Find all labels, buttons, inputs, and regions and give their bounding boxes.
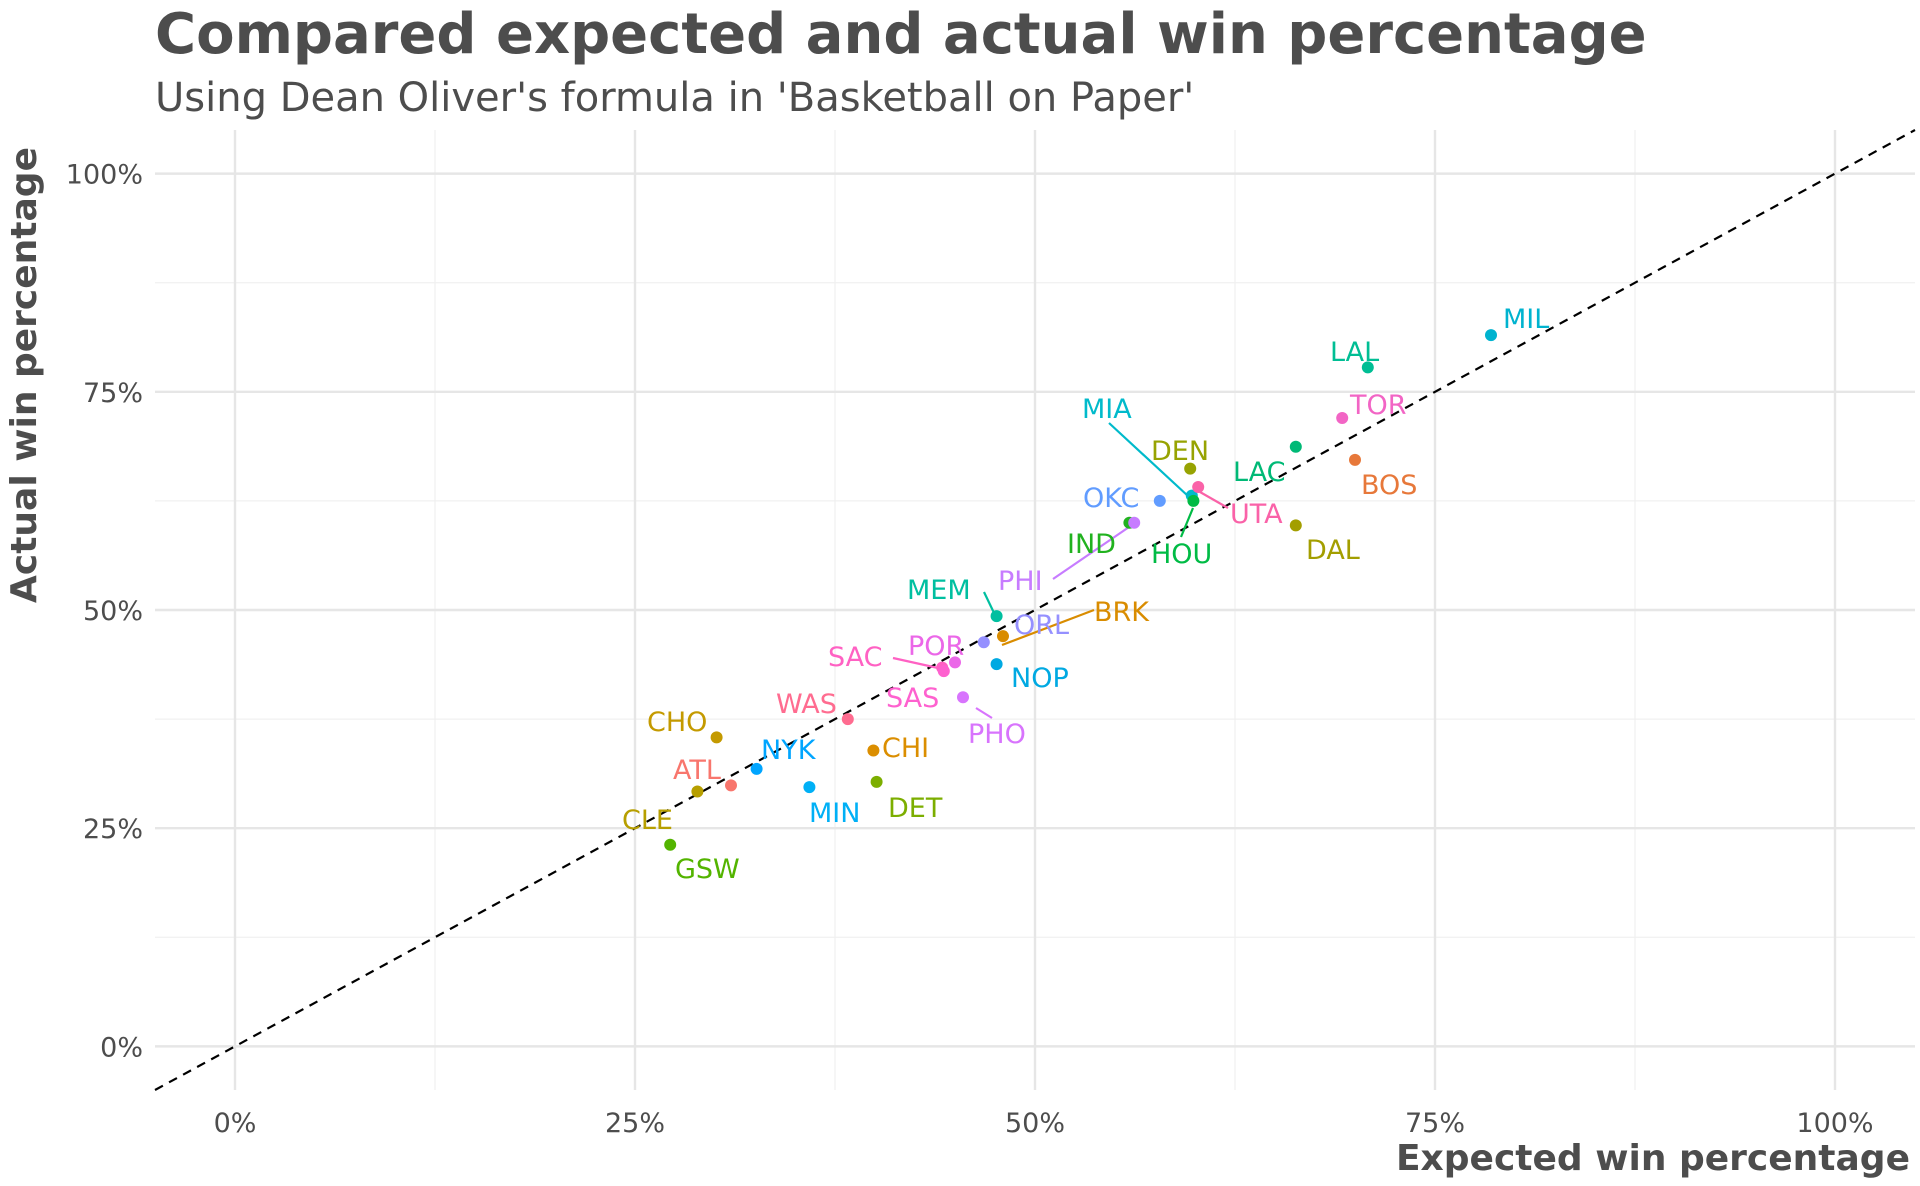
label-uta: UTA [1230,499,1283,530]
point-dal [1289,519,1302,532]
connector-hou [1179,507,1195,538]
x-tick-label: 75% [1405,1108,1465,1139]
y-tick-label: 25% [83,814,143,845]
label-nyk: NYK [761,735,817,766]
connector-pho [975,707,993,719]
label-dal: DAL [1306,535,1360,566]
point-hou [1187,494,1200,507]
label-ind: IND [1067,529,1116,560]
chart-subtitle: Using Dean Oliver's formula in 'Basketba… [155,75,1194,121]
label-orl: ORL [1014,610,1069,641]
connector-mia [1108,422,1189,497]
label-chi: CHI [882,733,929,764]
point-orl [977,636,990,649]
y-tick-label: 50% [83,596,143,627]
connector-phi [1052,524,1133,580]
point-phi [1128,516,1141,529]
data-points [664,329,1497,851]
connector-mem [983,591,996,616]
point-den [1184,462,1197,475]
reference-line [154,129,1916,1091]
point-nyk [750,762,763,775]
point-chi [867,744,880,757]
label-connectors [892,422,1229,719]
point-brk [997,630,1009,643]
point-lac [1289,440,1302,453]
connector-uta [1199,491,1229,509]
label-den: DEN [1151,436,1209,467]
y-tick-label: 0% [100,1032,143,1063]
connector-brk [1001,608,1095,647]
reference-line-group [154,129,1916,1091]
label-bos: BOS [1361,470,1417,501]
point-gsw [664,838,677,851]
point-min [803,781,816,794]
label-det: DET [888,793,943,824]
chart-title: Compared expected and actual win percent… [155,2,1647,67]
y-tick-label: 75% [83,378,143,409]
team-labels: MIL LAL TOR LAC BOS DEN MIA UTA HOU OKC DAL IND PHI M… [622,304,1549,885]
x-axis-title: Expected win percentage [1396,1138,1910,1179]
point-okc [1153,494,1166,507]
label-lac: LAC [1233,457,1286,488]
label-por: POR [908,631,964,662]
y-axis-title: Actual win percentage [4,147,45,603]
point-det [870,775,883,788]
point-cle [691,785,704,798]
grid [155,130,1915,1090]
label-cho: CHO [647,707,707,738]
point-pho [957,691,969,704]
point-por [949,656,961,669]
label-hou: HOU [1151,539,1212,570]
point-nop [990,658,1003,671]
label-phi: PHI [998,566,1043,597]
axis-ticks: 0% 25% 50% 75% 100% 0% 25% 50% 75% 100% [66,160,1874,1139]
label-mia: MIA [1082,394,1132,425]
point-mil [1485,329,1497,342]
label-cle: CLE [622,805,673,836]
point-uta [1192,480,1205,493]
point-bos [1349,453,1361,466]
point-atl [725,779,737,792]
point-mem [990,610,1003,623]
label-mem: MEM [907,575,971,606]
point-was [841,713,854,726]
x-tick-label: 25% [605,1108,665,1139]
point-tor [1336,412,1349,424]
label-tor: TOR [1349,390,1407,421]
label-sas: SAS [886,683,939,714]
label-sac: SAC [828,642,883,673]
label-okc: OKC [1083,483,1139,514]
label-lal: LAL [1330,337,1379,368]
point-cho [710,731,723,744]
connector-sac [892,656,939,670]
point-lal [1361,361,1374,374]
x-tick-label: 50% [1005,1108,1065,1139]
label-brk: BRK [1094,597,1150,628]
y-tick-label: 100% [66,160,143,191]
label-pho: PHO [968,719,1026,750]
label-was: WAS [776,689,837,720]
label-nop: NOP [1011,663,1069,694]
label-mil: MIL [1503,304,1549,335]
point-sas [937,665,950,678]
label-gsw: GSW [675,854,740,885]
x-tick-label: 100% [1796,1108,1873,1139]
label-min: MIN [809,798,860,829]
label-atl: ATL [673,755,721,786]
x-tick-label: 0% [214,1108,257,1139]
